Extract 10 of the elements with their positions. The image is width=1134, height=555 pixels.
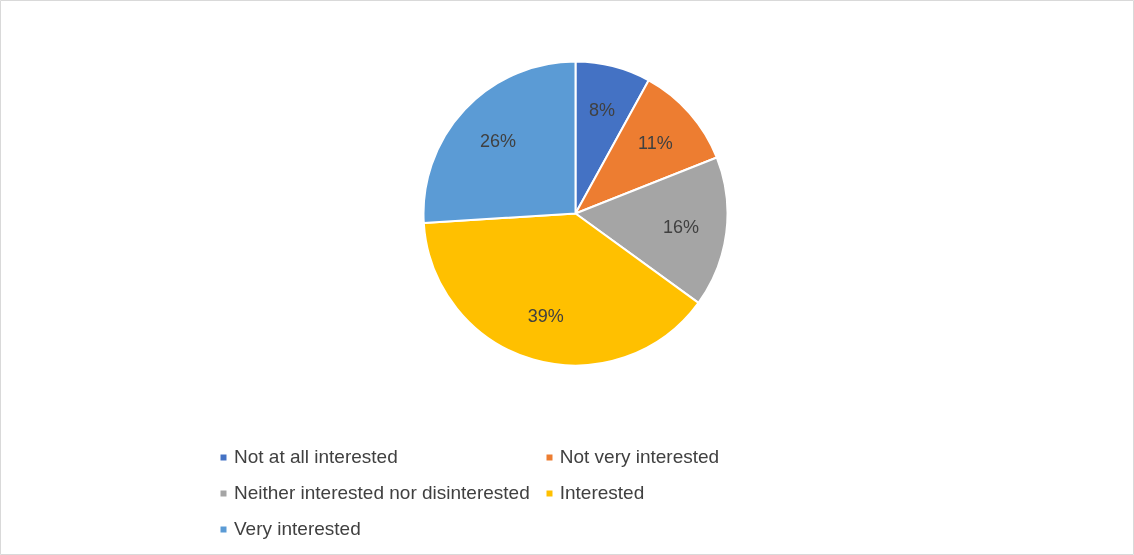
data-label: 8%: [588, 100, 615, 121]
legend-label: Neither interested nor disinterested: [234, 482, 530, 504]
data-label: 39%: [527, 305, 564, 326]
legend-label: Not at all interested: [234, 446, 398, 468]
legend-label: Not very interested: [559, 446, 720, 468]
data-label: 11%: [637, 133, 673, 154]
data-label: 26%: [479, 130, 516, 151]
legend-label: Interested: [559, 482, 645, 504]
legend-label: Very interested: [234, 518, 361, 540]
data-label: 16%: [663, 216, 700, 237]
